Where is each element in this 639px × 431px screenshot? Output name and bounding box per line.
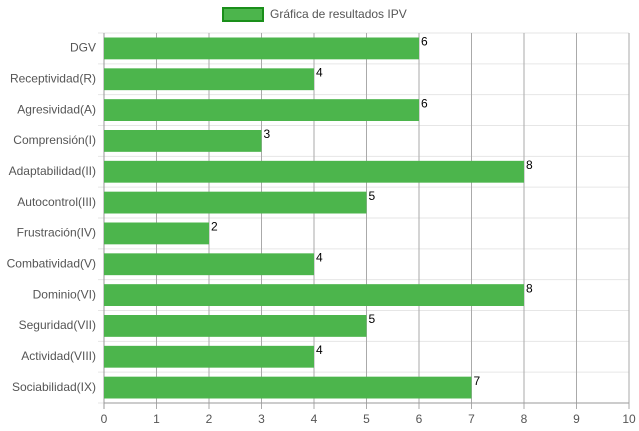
legend-swatch bbox=[222, 7, 264, 22]
x-tick-label: 7 bbox=[468, 412, 475, 426]
x-tick-label: 8 bbox=[521, 412, 528, 426]
y-tick-label: Sociabilidad(IX) bbox=[12, 380, 96, 394]
bar bbox=[104, 191, 367, 214]
data-label: 4 bbox=[316, 66, 323, 80]
bar bbox=[104, 345, 314, 368]
x-tick-label: 4 bbox=[311, 412, 318, 426]
y-tick-label: Seguridad(VII) bbox=[19, 318, 96, 332]
y-tick-label: Comprensión(I) bbox=[13, 133, 96, 147]
x-tick-label: 2 bbox=[206, 412, 213, 426]
x-tick-label: 5 bbox=[363, 412, 370, 426]
y-tick-label: Autocontrol(III) bbox=[17, 195, 96, 209]
y-tick-label: Agresividad(A) bbox=[17, 102, 96, 116]
x-tick-label: 10 bbox=[622, 412, 636, 426]
bar bbox=[104, 160, 524, 183]
y-tick-label: Frustración(IV) bbox=[17, 226, 96, 240]
bar bbox=[104, 37, 419, 60]
y-tick-label: Adaptabilidad(II) bbox=[9, 164, 96, 178]
bar bbox=[104, 222, 209, 245]
bar bbox=[104, 99, 419, 121]
data-label: 5 bbox=[369, 312, 376, 326]
x-tick-label: 6 bbox=[416, 412, 423, 426]
data-label: 8 bbox=[526, 281, 533, 295]
bar bbox=[104, 376, 472, 399]
bar bbox=[104, 253, 314, 276]
data-label: 6 bbox=[421, 96, 428, 110]
bar bbox=[104, 130, 262, 152]
y-tick-label: Combatividad(V) bbox=[7, 256, 96, 270]
data-label: 7 bbox=[474, 374, 481, 388]
data-label: 4 bbox=[316, 251, 323, 265]
bar bbox=[104, 284, 524, 306]
x-tick-label: 1 bbox=[153, 412, 160, 426]
data-label: 4 bbox=[316, 343, 323, 357]
bar bbox=[104, 315, 367, 337]
data-label: 3 bbox=[264, 127, 271, 141]
data-label: 8 bbox=[526, 158, 533, 172]
y-tick-label: Actividad(VIII) bbox=[21, 349, 96, 363]
data-label: 5 bbox=[369, 189, 376, 203]
x-tick-label: 9 bbox=[573, 412, 580, 426]
y-tick-label: DGV bbox=[70, 41, 96, 55]
data-label: 6 bbox=[421, 35, 428, 49]
x-tick-label: 3 bbox=[258, 412, 265, 426]
x-tick-label: 0 bbox=[101, 412, 108, 426]
data-label: 2 bbox=[211, 220, 218, 234]
y-tick-label: Receptividad(R) bbox=[10, 71, 96, 85]
legend-label: Gráfica de resultados IPV bbox=[270, 7, 407, 21]
y-tick-label: Dominio(VI) bbox=[33, 287, 96, 301]
bar bbox=[104, 68, 314, 91]
